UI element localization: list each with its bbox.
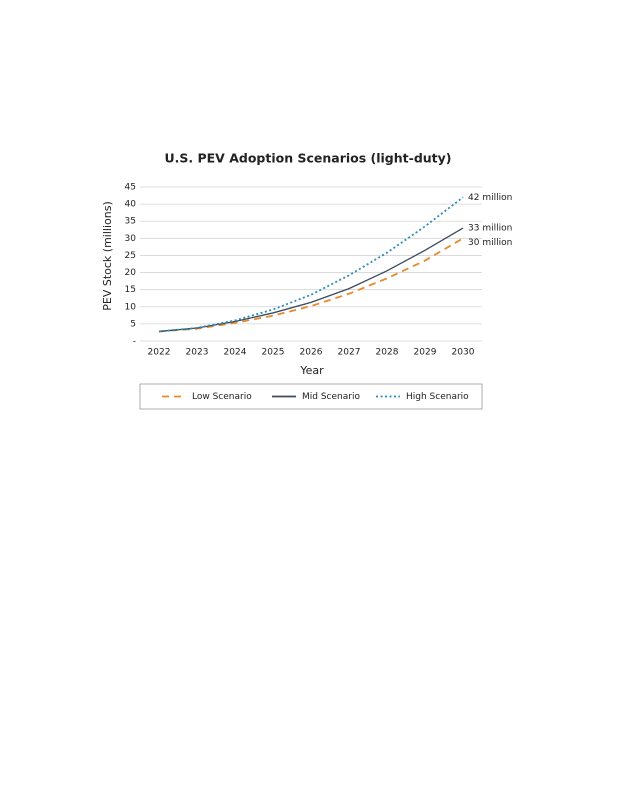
legend-box	[139, 383, 483, 410]
x-tick-label: 2028	[376, 348, 399, 358]
y-tick-label: 40	[125, 200, 137, 210]
x-tick-label: 2029	[414, 348, 437, 358]
x-tick-label: 2026	[300, 348, 323, 358]
series-line	[158, 196, 464, 333]
x-tick-label: 2024	[224, 348, 247, 358]
chart-title: U.S. PEV Adoption Scenarios (light-duty)	[164, 151, 451, 166]
x-axis-title: Year	[299, 364, 324, 377]
y-tick-label: 5	[130, 319, 136, 329]
end-label: 30 million	[468, 238, 512, 248]
x-tick-label: 2023	[186, 348, 209, 358]
end-label: 33 million	[468, 224, 512, 234]
series-line	[158, 227, 464, 333]
series-line	[158, 237, 464, 333]
y-tick-label: 45	[125, 183, 136, 193]
x-tick-label: 2025	[262, 348, 285, 358]
legend-label: Mid Scenario	[302, 392, 360, 402]
x-tick-label: 2022	[148, 348, 171, 358]
y-tick-label: 15	[125, 285, 136, 295]
y-tick-label: 25	[125, 251, 136, 261]
y-tick-label: 30	[125, 234, 137, 244]
end-label: 42 million	[468, 193, 512, 203]
legend-label: Low Scenario	[192, 392, 252, 402]
x-tick-label: 2030	[452, 348, 475, 358]
y-tick-label: 10	[125, 302, 137, 312]
x-tick-label: 2027	[338, 348, 361, 358]
y-tick-label: 20	[125, 268, 137, 278]
y-tick-label: 35	[125, 217, 136, 227]
y-axis-title: PEV Stock (millions)	[101, 201, 114, 311]
legend-label: High Scenario	[406, 392, 469, 402]
y-tick-label: -	[133, 337, 136, 347]
